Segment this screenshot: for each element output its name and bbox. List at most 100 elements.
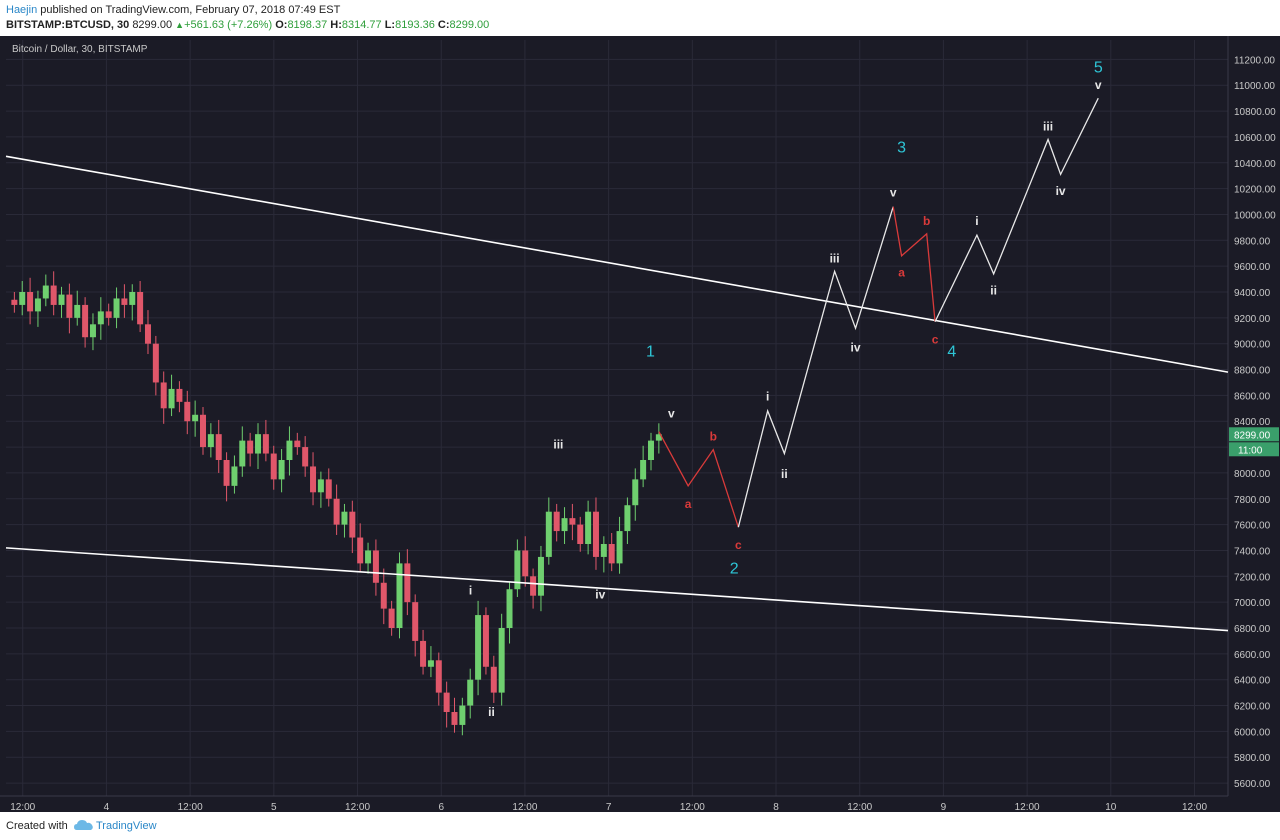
- wave-path-white_wave5: [934, 97, 1099, 323]
- candle-body: [459, 705, 466, 725]
- price-tick-label: 6200.00: [1234, 702, 1271, 713]
- wave-label: iii: [830, 251, 840, 265]
- high-value: 8314.77: [341, 19, 382, 31]
- time-tick-label: 10: [1105, 802, 1117, 812]
- chart-background: [0, 36, 1280, 812]
- wave-label: i: [469, 583, 472, 597]
- price-tick-label: 6000.00: [1234, 727, 1271, 738]
- price-chart[interactable]: 5600.00 5800.00 6000.00 6200.00 6400.00 6600.…: [0, 36, 1280, 812]
- candle-body: [247, 440, 254, 454]
- price-tick-label: 10000.00: [1234, 210, 1276, 221]
- chart-title: Bitcoin / Dollar, 30, BITSTAMP: [12, 44, 148, 55]
- candle-body: [199, 414, 206, 448]
- price-tick-label: 9400.00: [1234, 288, 1271, 299]
- time-tick-label: 5: [271, 802, 277, 812]
- wave-label: ii: [781, 467, 788, 481]
- candle-body: [372, 550, 379, 583]
- candle-body: [74, 304, 81, 318]
- open-label: O:: [275, 19, 288, 31]
- price-tick-label: 9200.00: [1234, 314, 1271, 325]
- chart-footer: Created with TradingView: [0, 812, 1280, 840]
- candle-body: [144, 324, 151, 344]
- candle-body: [514, 550, 521, 590]
- time-tick-label: 12:00: [512, 802, 537, 812]
- wave-label: 1: [646, 344, 655, 361]
- publish-line: Haejin published on TradingView.com, Feb…: [6, 4, 340, 16]
- price-tick-label: 8600.00: [1234, 391, 1271, 402]
- price-tick-label: 6400.00: [1234, 676, 1271, 687]
- trendline-lower: [5, 547, 1229, 632]
- price-tick-label: 10600.00: [1234, 133, 1276, 144]
- candle-body: [655, 434, 662, 441]
- candle-body: [365, 550, 372, 564]
- candle-body: [192, 414, 199, 422]
- candle-body: [27, 292, 34, 312]
- candle-body: [624, 505, 631, 532]
- price-change: +561.63 (+7.26%): [184, 19, 273, 31]
- candle-body: [577, 524, 584, 544]
- time-tick-label: 12:00: [847, 802, 872, 812]
- publish-info: published on TradingView.com, February 0…: [40, 4, 341, 16]
- price-tick-label: 5600.00: [1234, 779, 1271, 790]
- candle-body: [239, 440, 246, 467]
- time-tick-label: 12:00: [1182, 802, 1207, 812]
- candle-body: [310, 466, 317, 493]
- wave-label: v: [1095, 78, 1102, 92]
- wave-label: iv: [595, 587, 605, 601]
- candle-body: [184, 401, 191, 422]
- candle-body: [176, 388, 183, 402]
- wave-label: v: [668, 406, 675, 420]
- time-badge-text: 11:00: [1238, 445, 1263, 456]
- price-tick-label: 9800.00: [1234, 236, 1271, 247]
- candle-body: [82, 304, 89, 338]
- candle-body: [137, 292, 144, 325]
- candle-body: [231, 466, 238, 486]
- wave-label: c: [735, 538, 742, 552]
- price-tick-label: 7400.00: [1234, 546, 1271, 557]
- candle-body: [129, 292, 136, 305]
- price-tick-label: 11000.00: [1234, 81, 1275, 92]
- time-tick-label: 4: [104, 802, 110, 812]
- chart-header: Haejin published on TradingView.com, Feb…: [0, 0, 1280, 36]
- price-tick-label: 6600.00: [1234, 650, 1271, 661]
- candle-body: [215, 434, 222, 460]
- price-tick-label: 9000.00: [1234, 340, 1271, 351]
- time-tick-label: 12:00: [1015, 802, 1040, 812]
- high-label: H:: [330, 19, 342, 31]
- candle-body: [113, 298, 120, 318]
- candle-body: [632, 479, 639, 506]
- candle-body: [11, 299, 18, 305]
- candle-body: [475, 615, 482, 680]
- candle-body: [50, 285, 57, 305]
- candle-body: [168, 388, 175, 409]
- candle-body: [569, 518, 576, 525]
- up-arrow-icon: ▲: [175, 20, 185, 30]
- candle-body: [585, 511, 592, 544]
- candle-body: [522, 550, 529, 577]
- author-link[interactable]: Haejin: [6, 4, 38, 16]
- close-value: 8299.00: [449, 19, 490, 31]
- wave-label: 2: [730, 561, 739, 578]
- time-tick-label: 6: [438, 802, 444, 812]
- wave-label: ii: [990, 284, 997, 298]
- price-tick-label: 6800.00: [1234, 624, 1271, 635]
- created-with-label: Created with: [6, 820, 68, 832]
- candle-body: [66, 294, 73, 318]
- candle-body: [561, 518, 568, 532]
- candle-body: [294, 440, 301, 448]
- candle-body: [412, 602, 419, 641]
- candle-body: [608, 544, 615, 564]
- wave-path-red_abc_wave4: [892, 206, 936, 322]
- price-tick-label: 7000.00: [1234, 598, 1271, 609]
- candle-body: [42, 285, 49, 299]
- candle-body: [207, 434, 214, 448]
- tradingview-logo-icon: [74, 820, 93, 830]
- candle-body: [341, 511, 348, 525]
- time-tick-label: 12:00: [345, 802, 370, 812]
- candle-body: [286, 440, 293, 460]
- candle-body: [333, 498, 340, 525]
- candle-body: [600, 544, 607, 557]
- candle-body: [530, 576, 537, 596]
- tradingview-brand-link[interactable]: TradingView: [96, 820, 157, 832]
- time-tick-label: 8: [773, 802, 779, 812]
